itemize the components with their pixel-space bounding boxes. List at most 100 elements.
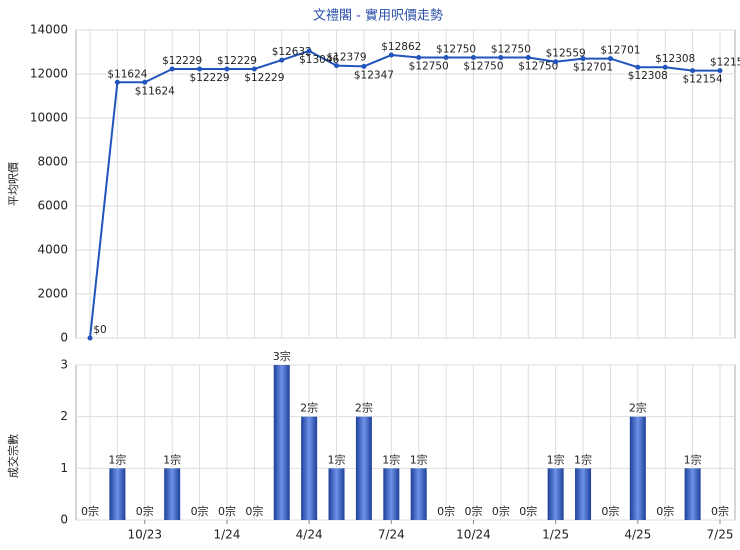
y-tick-label: 10000: [30, 111, 68, 125]
bar: [301, 416, 318, 520]
x-tick-label: 4/25: [624, 528, 651, 542]
data-label: 0宗: [218, 504, 236, 518]
data-label: 0宗: [656, 504, 674, 518]
x-tick-label: 1/24: [213, 528, 240, 542]
data-label: 0宗: [437, 504, 455, 518]
point: [279, 57, 285, 63]
point: [142, 79, 148, 85]
bar: [355, 416, 372, 520]
point: [553, 59, 559, 65]
data-label: 1宗: [574, 452, 592, 466]
data-label: $12750: [518, 61, 558, 73]
data-label: $11624: [135, 85, 175, 97]
data-label: 0宗: [191, 504, 209, 518]
y-tick-label: 4000: [37, 243, 68, 257]
data-label: $12308: [628, 70, 668, 82]
point: [662, 64, 668, 70]
point: [607, 56, 613, 62]
bar: [410, 468, 427, 520]
data-label: 1宗: [163, 452, 181, 466]
data-label: $12750: [491, 44, 531, 56]
bar: [383, 468, 400, 520]
y-tick-label: 0: [60, 513, 68, 527]
x-tick-label: 7/24: [378, 528, 405, 542]
point: [114, 79, 120, 85]
data-label: 1宗: [410, 452, 428, 466]
x-tick-label: 10/23: [127, 528, 162, 542]
data-label: $12308: [655, 53, 695, 65]
y-axis-label: 平均呎價: [6, 162, 20, 206]
data-label: 0宗: [81, 504, 99, 518]
data-label: 1宗: [108, 452, 126, 466]
data-label: 1宗: [684, 452, 702, 466]
data-label: $12701: [573, 62, 613, 74]
data-label: 0宗: [601, 504, 619, 518]
point: [87, 335, 93, 341]
line: [89, 49, 720, 339]
data-label: $12559: [546, 48, 586, 60]
bar: [109, 468, 126, 520]
bar: [575, 468, 592, 520]
point: [306, 48, 312, 54]
bar: [629, 416, 646, 520]
point: [251, 66, 257, 72]
point: [470, 55, 476, 60]
point: [169, 66, 175, 72]
y-tick-label: 1: [60, 461, 68, 475]
data-label: $12347: [354, 69, 394, 81]
data-label: 0宗: [136, 504, 154, 518]
data-label: 0宗: [492, 504, 510, 518]
y-tick-label: 2: [60, 409, 68, 423]
x-tick-label: 10/24: [456, 528, 491, 542]
data-label: $12750: [463, 61, 503, 73]
point: [361, 63, 367, 69]
y-tick-label: 6000: [37, 199, 68, 213]
data-label: $12229: [162, 55, 202, 67]
data-label: $12379: [326, 52, 366, 64]
bar: [547, 468, 564, 520]
data-label: $12701: [600, 45, 640, 57]
data-label: $12750: [436, 44, 476, 56]
data-label: $12229: [217, 55, 257, 67]
point: [416, 55, 422, 60]
chart-title: 文禮閣 - 實用呎價走勢: [313, 8, 443, 24]
data-label: $12229: [244, 72, 284, 84]
y-tick-label: 3: [60, 358, 68, 372]
point: [224, 66, 230, 72]
x-tick-label: 1/25: [542, 528, 569, 542]
data-label: $13046: [299, 54, 339, 66]
y-tick-label: 2000: [37, 287, 68, 301]
point: [443, 55, 449, 60]
point: [525, 55, 531, 60]
data-label: $12154: [710, 57, 740, 69]
y-tick-label: 12000: [30, 67, 68, 81]
data-label: 0宗: [519, 504, 537, 518]
data-label: $12632: [272, 46, 312, 58]
y-tick-label: 14000: [30, 23, 68, 37]
data-label: 1宗: [547, 452, 565, 466]
point: [717, 68, 723, 74]
data-label: $0: [93, 324, 106, 336]
data-label: $12862: [381, 41, 421, 53]
point: [580, 56, 586, 62]
x-tick-label: 7/25: [707, 528, 734, 542]
point: [334, 63, 340, 69]
data-label: $12154: [683, 74, 723, 86]
point: [197, 66, 203, 72]
data-label: 0宗: [711, 504, 729, 518]
point: [498, 55, 504, 60]
bar: [684, 468, 701, 520]
bar: [273, 365, 290, 520]
y-axis-label: 成交宗數: [6, 434, 20, 478]
bar: [164, 468, 181, 520]
data-label: $12229: [190, 72, 230, 84]
data-label: 2宗: [355, 401, 373, 415]
data-label: 3宗: [273, 349, 291, 363]
data-label: 0宗: [245, 504, 263, 518]
data-label: 0宗: [464, 504, 482, 518]
bar: [328, 468, 345, 520]
plot-area: [75, 29, 736, 339]
data-label: 1宗: [382, 452, 400, 466]
y-tick-label: 8000: [37, 155, 68, 169]
